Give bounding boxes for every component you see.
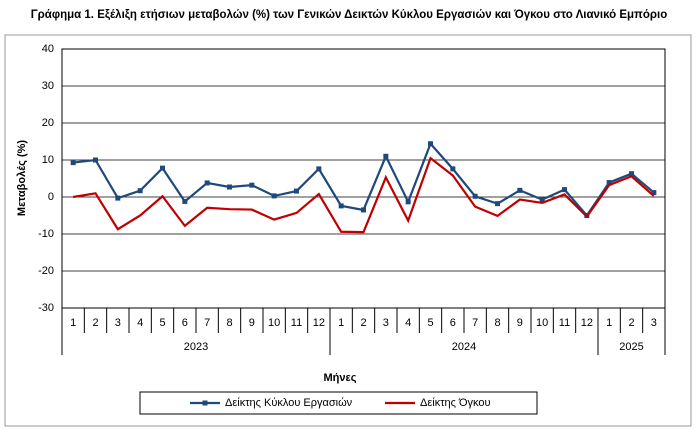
point-marker: [472, 193, 478, 199]
point-marker: [70, 160, 76, 166]
x-axis-title: Μήνες: [324, 372, 357, 384]
x-tick-label: 3: [115, 317, 121, 329]
y-tick-label: 10: [42, 154, 54, 166]
x-tick-label: 10: [268, 317, 280, 329]
legend-marker: [202, 400, 208, 406]
point-marker: [160, 165, 165, 171]
point-marker: [539, 197, 545, 203]
y-tick-label: -20: [38, 265, 54, 277]
x-tick-label: 2: [360, 317, 366, 329]
y-tick-label: -10: [38, 228, 54, 240]
x-tick-label: 1: [338, 317, 344, 329]
x-tick-label: 12: [313, 317, 325, 329]
x-tick-label: 3: [383, 317, 389, 329]
point-marker: [495, 201, 500, 207]
point-marker: [137, 188, 143, 194]
point-marker: [227, 184, 232, 190]
y-tick-label: 30: [42, 80, 54, 92]
y-tick-label: 20: [42, 117, 54, 129]
x-tick-label: 2: [92, 317, 98, 329]
x-tick-label: 11: [559, 317, 570, 329]
legend-box: [139, 391, 538, 415]
series-line: [72, 156, 655, 234]
point-marker: [517, 187, 523, 193]
point-marker: [249, 182, 255, 188]
x-tick-label: 8: [494, 317, 500, 329]
x-tick-label: 6: [450, 317, 456, 329]
x-group-label: 2024: [452, 341, 476, 353]
x-tick-label: 5: [427, 317, 433, 329]
x-tick-label: 7: [204, 317, 210, 329]
point-marker: [93, 157, 98, 163]
x-tick-label: 3: [651, 317, 657, 329]
point-marker: [562, 187, 567, 193]
point-marker: [294, 188, 299, 194]
plot-border: [61, 48, 666, 309]
legend-label: Δείκτης Όγκου: [420, 397, 491, 409]
x-tick-label: 10: [536, 317, 548, 329]
x-tick-label: 4: [137, 317, 143, 329]
x-tick-label: 9: [517, 317, 523, 329]
x-tick-label: 12: [581, 317, 593, 329]
point-marker: [182, 198, 188, 204]
x-tick-label: 2: [628, 317, 634, 329]
point-marker: [361, 207, 366, 213]
y-tick-label: -30: [38, 302, 54, 314]
point-marker: [271, 193, 277, 199]
x-group-label: 2023: [184, 341, 208, 353]
point-marker: [629, 171, 634, 177]
point-marker: [316, 166, 322, 172]
point-marker: [405, 199, 411, 205]
x-tick-label: 1: [70, 317, 76, 329]
x-tick-label: 8: [226, 317, 232, 329]
x-tick-label: 9: [249, 317, 255, 329]
x-tick-label: 11: [291, 317, 302, 329]
point-marker: [115, 195, 121, 201]
series-line: [73, 141, 655, 218]
y-axis-title: Μεταβολές (%): [16, 140, 28, 216]
x-tick-label: 6: [182, 317, 188, 329]
point-marker: [428, 141, 433, 147]
x-group-label: 2025: [619, 341, 643, 353]
x-tick-label: 4: [405, 317, 411, 329]
chart-title: Γράφημα 1. Εξέλιξη ετήσιων μεταβολών (%)…: [31, 9, 667, 21]
point-marker: [651, 190, 657, 196]
y-tick-label: 0: [48, 191, 54, 203]
legend-label: Δείκτης Κύκλου Εργασιών: [225, 397, 353, 409]
x-tick-label: 5: [159, 317, 165, 329]
point-marker: [606, 180, 612, 186]
x-tick-label: 7: [472, 317, 478, 329]
point-marker: [383, 153, 389, 159]
point-marker: [338, 203, 344, 209]
frame: [4, 34, 692, 427]
point-marker: [204, 180, 210, 186]
x-tick-label: 1: [606, 317, 612, 329]
y-tick-label: 40: [42, 43, 54, 55]
point-marker: [450, 166, 456, 172]
